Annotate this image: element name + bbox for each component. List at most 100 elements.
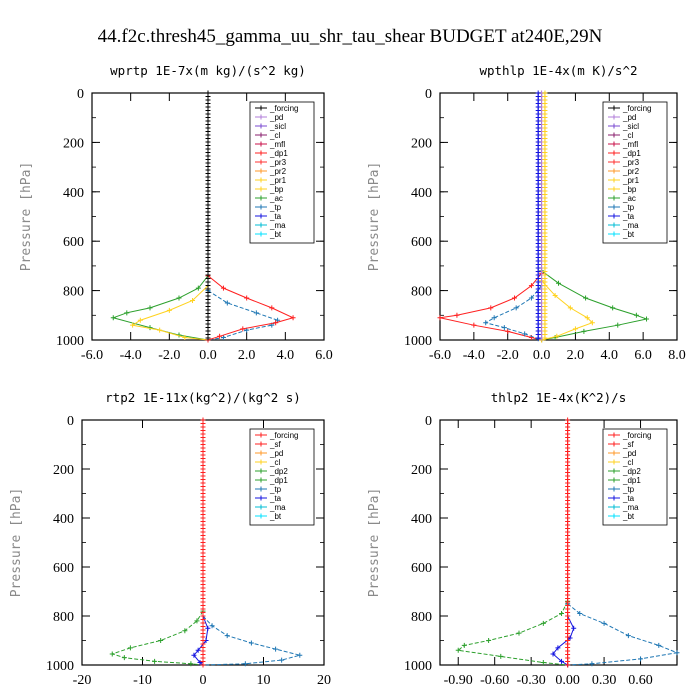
series-point	[158, 638, 164, 643]
series-point	[290, 315, 296, 321]
legend-label: _pr2	[269, 167, 287, 176]
series-point	[528, 283, 534, 289]
legend-marker	[611, 186, 617, 192]
legend-label: _bp	[269, 185, 284, 194]
series-point	[248, 640, 254, 646]
series-point	[638, 656, 644, 662]
series-point	[152, 658, 158, 664]
series-point	[471, 322, 477, 328]
legend-marker	[611, 141, 617, 147]
x-tick-label: -2.0	[497, 348, 519, 363]
series-point	[205, 335, 211, 341]
legend-label: _ac	[622, 194, 636, 203]
series-point	[220, 335, 226, 341]
legend-marker	[258, 231, 264, 237]
series-line	[484, 285, 542, 341]
series-point	[522, 331, 528, 337]
legend-marker	[611, 114, 617, 120]
legend-label: _ac	[269, 194, 283, 203]
legend-label: _bt	[269, 230, 282, 239]
legend-label: _ma	[269, 503, 286, 512]
y-tick-label: 600	[411, 561, 432, 576]
legend-marker	[258, 141, 264, 147]
legend-marker	[611, 441, 617, 447]
y-tick-label: 400	[411, 186, 432, 201]
series-ac	[110, 273, 211, 343]
series-point	[224, 633, 230, 639]
series-point	[273, 320, 279, 326]
series-line	[541, 270, 649, 341]
x-tick-label: 6.0	[634, 348, 652, 363]
legend-marker	[258, 468, 264, 474]
y-tick-label: 0	[425, 87, 432, 102]
legend-label: _tp	[269, 485, 282, 494]
series-point	[269, 305, 275, 311]
x-tick-label: 2.0	[238, 348, 256, 363]
legend-label: _dp2	[622, 467, 641, 476]
series-point	[615, 322, 621, 328]
legend-label: _pr2	[622, 167, 640, 176]
panel-title: wpthlp 1E-4x(m K)/s^2	[479, 63, 637, 78]
y-tick-label: 0	[425, 414, 432, 429]
legend-marker	[611, 105, 617, 111]
legend-label: _tp	[269, 203, 282, 212]
series-point	[157, 327, 163, 333]
x-tick-label: 0.30	[592, 673, 617, 688]
legend-marker	[611, 177, 617, 183]
series-point	[550, 651, 556, 657]
legend-label: _ta	[622, 494, 635, 503]
legend: _forcing_sf_pd_cl_dp2_dp1_tp_ta_ma_bt	[249, 428, 315, 526]
x-tick-label: -2.0	[158, 348, 180, 363]
x-tick-label: -0.90	[444, 673, 473, 688]
x-tick-label: 8.0	[668, 348, 686, 363]
series-forcing	[205, 90, 211, 341]
series-point	[644, 316, 650, 322]
panel-3: rtp2 1E-11x(kg^2)/(kg^2 s) Pressure [hPa]…	[9, 390, 331, 688]
series-point	[540, 620, 546, 626]
legend-marker	[258, 486, 264, 492]
legend-marker	[611, 222, 617, 228]
legend-marker	[611, 204, 617, 210]
series-point	[589, 661, 595, 667]
series-point	[182, 628, 188, 634]
series-line	[439, 272, 542, 341]
series-point	[567, 635, 573, 641]
panel-1: wprtp 1E-7x(m kg)/(s^2 kg) Pressure [hPa]…	[19, 63, 333, 363]
series-point	[190, 297, 196, 303]
series-point	[501, 325, 507, 331]
x-tick-label: -6.0	[429, 348, 451, 363]
series-point	[454, 312, 460, 318]
legend-marker	[258, 195, 264, 201]
series-dp1	[455, 598, 571, 668]
legend-marker	[258, 168, 264, 174]
legend-marker	[258, 504, 264, 510]
legend-label: _pr3	[622, 158, 640, 167]
series-point	[589, 320, 595, 326]
legend-label: _ma	[269, 221, 286, 230]
series-dp1	[437, 270, 545, 343]
legend-label: _sicl	[269, 122, 286, 131]
series-tp	[565, 601, 680, 668]
legend-label: _tp	[622, 485, 635, 494]
series-point	[242, 661, 248, 667]
y-tick-label: 600	[411, 235, 432, 250]
x-tick-label: -20	[73, 673, 92, 688]
series-point	[109, 651, 115, 657]
series-point	[540, 660, 546, 666]
y-tick-label: 400	[53, 512, 74, 527]
legend-marker	[258, 186, 264, 192]
legend-label: _bp	[622, 185, 637, 194]
series-point	[121, 655, 127, 661]
legend-label: _dp1	[269, 149, 288, 158]
series-point	[491, 315, 497, 321]
y-tick-label: 800	[53, 610, 74, 625]
legend-marker	[611, 159, 617, 165]
y-tick-label: 200	[63, 136, 84, 151]
legend-label: _sf	[622, 440, 634, 449]
series-point	[516, 630, 522, 636]
legend-marker	[258, 450, 264, 456]
legend-label: _bt	[622, 512, 635, 521]
x-tick-label: 4.0	[601, 348, 619, 363]
legend-label: _forcing	[622, 431, 651, 440]
legend-label: _ma	[622, 503, 639, 512]
